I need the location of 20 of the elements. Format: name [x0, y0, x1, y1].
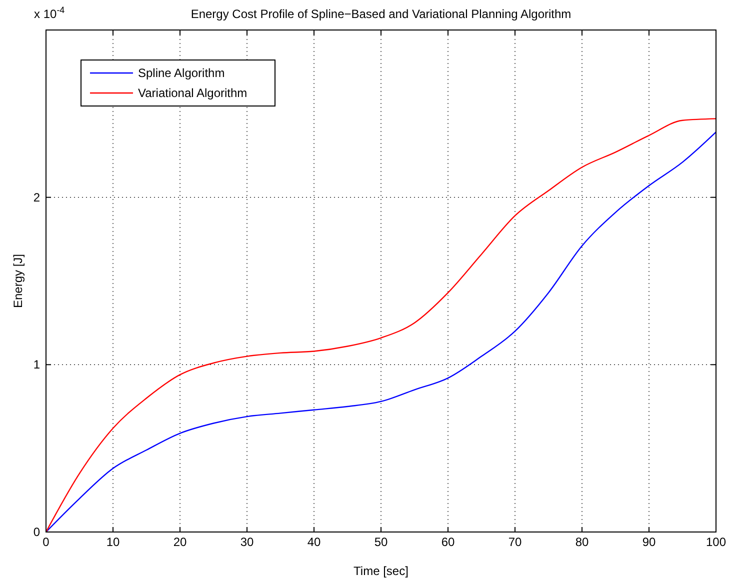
y-axis-title: Energy [J] — [11, 254, 25, 308]
legend-label: Spline Algorithm — [138, 66, 225, 80]
x-tick-label: 60 — [441, 535, 455, 549]
chart-title: Energy Cost Profile of Spline−Based and Variational Planning Algorithm — [190, 7, 572, 21]
y-tick-label: 1 — [33, 358, 40, 372]
x-tick-label: 40 — [307, 535, 321, 549]
text: x 10$^{-4}$ — [34, 5, 65, 21]
x-tick-label: 50 — [374, 535, 388, 549]
x-tick-label: 80 — [575, 535, 589, 549]
x-tick-label: 10 — [106, 535, 120, 549]
y-tick-label: 2 — [33, 190, 40, 204]
x-axis-title: Time [sec] — [354, 564, 408, 578]
y-tick-label: 0 — [33, 525, 40, 539]
x-tick-label: 0 — [42, 535, 50, 549]
x-tick-label: 20 — [173, 535, 187, 549]
x-tick-label: 90 — [642, 535, 656, 549]
x-tick-label: 70 — [508, 535, 522, 549]
legend-label: Variational Algorithm — [138, 86, 248, 100]
x-tick-label: 100 — [706, 535, 726, 549]
x-tick-label: 30 — [240, 535, 254, 549]
